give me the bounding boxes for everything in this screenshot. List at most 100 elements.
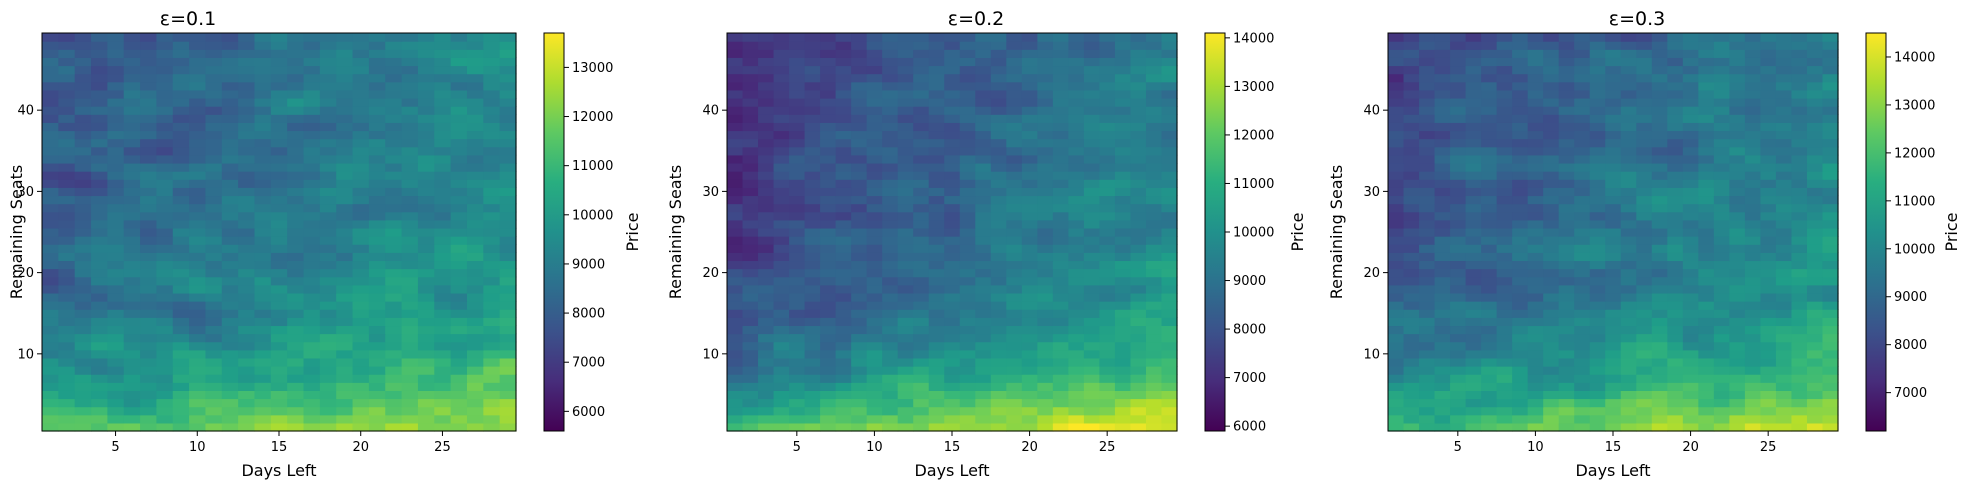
heatmap-cell xyxy=(483,41,501,50)
heatmap-cell xyxy=(270,260,288,270)
heatmap-cell xyxy=(773,97,790,107)
heatmap-cell xyxy=(107,357,125,367)
heatmap-cell xyxy=(140,179,158,188)
heatmap-cell xyxy=(758,162,775,172)
heatmap-cell xyxy=(1636,146,1653,156)
heatmap-cell xyxy=(727,49,744,58)
heatmap-cell xyxy=(1161,33,1178,42)
heatmap-cell xyxy=(319,130,337,140)
heatmap-cell xyxy=(401,171,419,180)
colorbar-tick-label: 6000 xyxy=(1233,420,1266,435)
heatmap-cell xyxy=(1068,325,1085,335)
heatmap-cell xyxy=(499,65,517,75)
heatmap-cell xyxy=(1574,414,1591,424)
heatmap-cell xyxy=(91,162,108,172)
heatmap-cell xyxy=(928,357,945,367)
heatmap-cell xyxy=(742,260,759,270)
heatmap-cell xyxy=(773,179,790,188)
heatmap-cell xyxy=(189,349,207,359)
heatmap-cell xyxy=(851,187,868,197)
heatmap-cell xyxy=(74,349,92,359)
heatmap-cell xyxy=(1083,292,1101,302)
heatmap-cell xyxy=(1744,138,1762,148)
heatmap-cell xyxy=(851,179,868,188)
heatmap-cell xyxy=(417,154,435,164)
y-tick-label: 40 xyxy=(702,104,719,119)
heatmap-cell xyxy=(1083,301,1101,310)
heatmap-cell xyxy=(417,41,435,50)
heatmap-cell xyxy=(238,333,256,343)
heatmap-cell xyxy=(401,73,419,83)
heatmap-cell xyxy=(866,252,883,262)
heatmap-cell xyxy=(1822,171,1839,180)
heatmap-cell xyxy=(434,309,452,318)
heatmap-cell xyxy=(1791,130,1808,140)
heatmap-cell xyxy=(1605,236,1622,245)
heatmap-cell xyxy=(773,187,790,197)
heatmap-cell xyxy=(1114,130,1132,140)
heatmap-cell xyxy=(975,106,992,115)
heatmap-cell xyxy=(1775,390,1793,400)
heatmap-cell xyxy=(1729,268,1746,278)
heatmap-cell xyxy=(1667,244,1684,253)
heatmap-cell xyxy=(727,301,744,310)
heatmap-cell xyxy=(1419,325,1436,335)
heatmap-cell xyxy=(450,146,468,156)
heatmap-cell xyxy=(140,292,158,302)
heatmap-cell xyxy=(1543,284,1560,294)
heatmap-cell xyxy=(835,398,852,408)
heatmap-cell xyxy=(1388,146,1405,156)
heatmap-cell xyxy=(417,374,435,383)
heatmap-cell xyxy=(1791,374,1808,383)
heatmap-cell xyxy=(434,357,452,367)
heatmap-cell xyxy=(1068,219,1085,229)
x-ticks-2: 5 10 15 20 25 xyxy=(793,431,1115,455)
heatmap-cell xyxy=(499,227,517,237)
heatmap-cell xyxy=(1713,374,1730,383)
heatmap-cell xyxy=(1822,260,1839,270)
heatmap-cell xyxy=(1434,260,1451,270)
heatmap-cell xyxy=(303,244,321,253)
heatmap-cell xyxy=(205,73,223,83)
heatmap-cell xyxy=(434,33,452,42)
heatmap-cell xyxy=(1605,406,1622,416)
heatmap-cell xyxy=(1574,284,1591,294)
heatmap-cell xyxy=(385,406,403,416)
heatmap-cell xyxy=(897,374,914,383)
heatmap-cell xyxy=(866,122,883,132)
heatmap-cell xyxy=(820,130,837,140)
heatmap-cell xyxy=(851,244,868,253)
heatmap-cell xyxy=(866,219,883,229)
heatmap-cell xyxy=(742,309,759,318)
heatmap-cell xyxy=(1558,260,1575,270)
heatmap-cell xyxy=(1114,301,1132,310)
heatmap-cell xyxy=(1021,390,1038,400)
chart-title-2: ε=0.2 xyxy=(948,8,1004,30)
heatmap-cell xyxy=(189,89,207,99)
heatmap-cell xyxy=(789,317,806,327)
colorbar-tick-label: 13000 xyxy=(1894,98,1935,113)
heatmap-cell xyxy=(1403,33,1420,42)
heatmap-cell xyxy=(1651,276,1668,286)
heatmap-cell xyxy=(385,374,403,383)
heatmap-cell xyxy=(385,227,403,237)
heatmap-cell xyxy=(1419,114,1436,123)
heatmap-cell xyxy=(1744,276,1762,286)
heatmap-cell xyxy=(1574,292,1591,302)
heatmap-cell xyxy=(123,187,141,197)
heatmap-cell xyxy=(758,309,775,318)
heatmap-cell xyxy=(897,268,914,278)
heatmap-cell xyxy=(1744,162,1762,172)
heatmap-cell xyxy=(1037,89,1054,99)
heatmap-cell xyxy=(1068,349,1085,359)
heatmap-cell xyxy=(1114,284,1132,294)
heatmap-cell xyxy=(897,414,914,424)
heatmap-cell xyxy=(1791,81,1808,91)
heatmap-cell xyxy=(1114,57,1132,67)
heatmap-cell xyxy=(1589,130,1606,140)
heatmap-cell xyxy=(1806,41,1824,50)
heatmap-cell xyxy=(1667,41,1684,50)
heatmap-cell xyxy=(401,414,419,424)
heatmap-cell xyxy=(959,284,976,294)
